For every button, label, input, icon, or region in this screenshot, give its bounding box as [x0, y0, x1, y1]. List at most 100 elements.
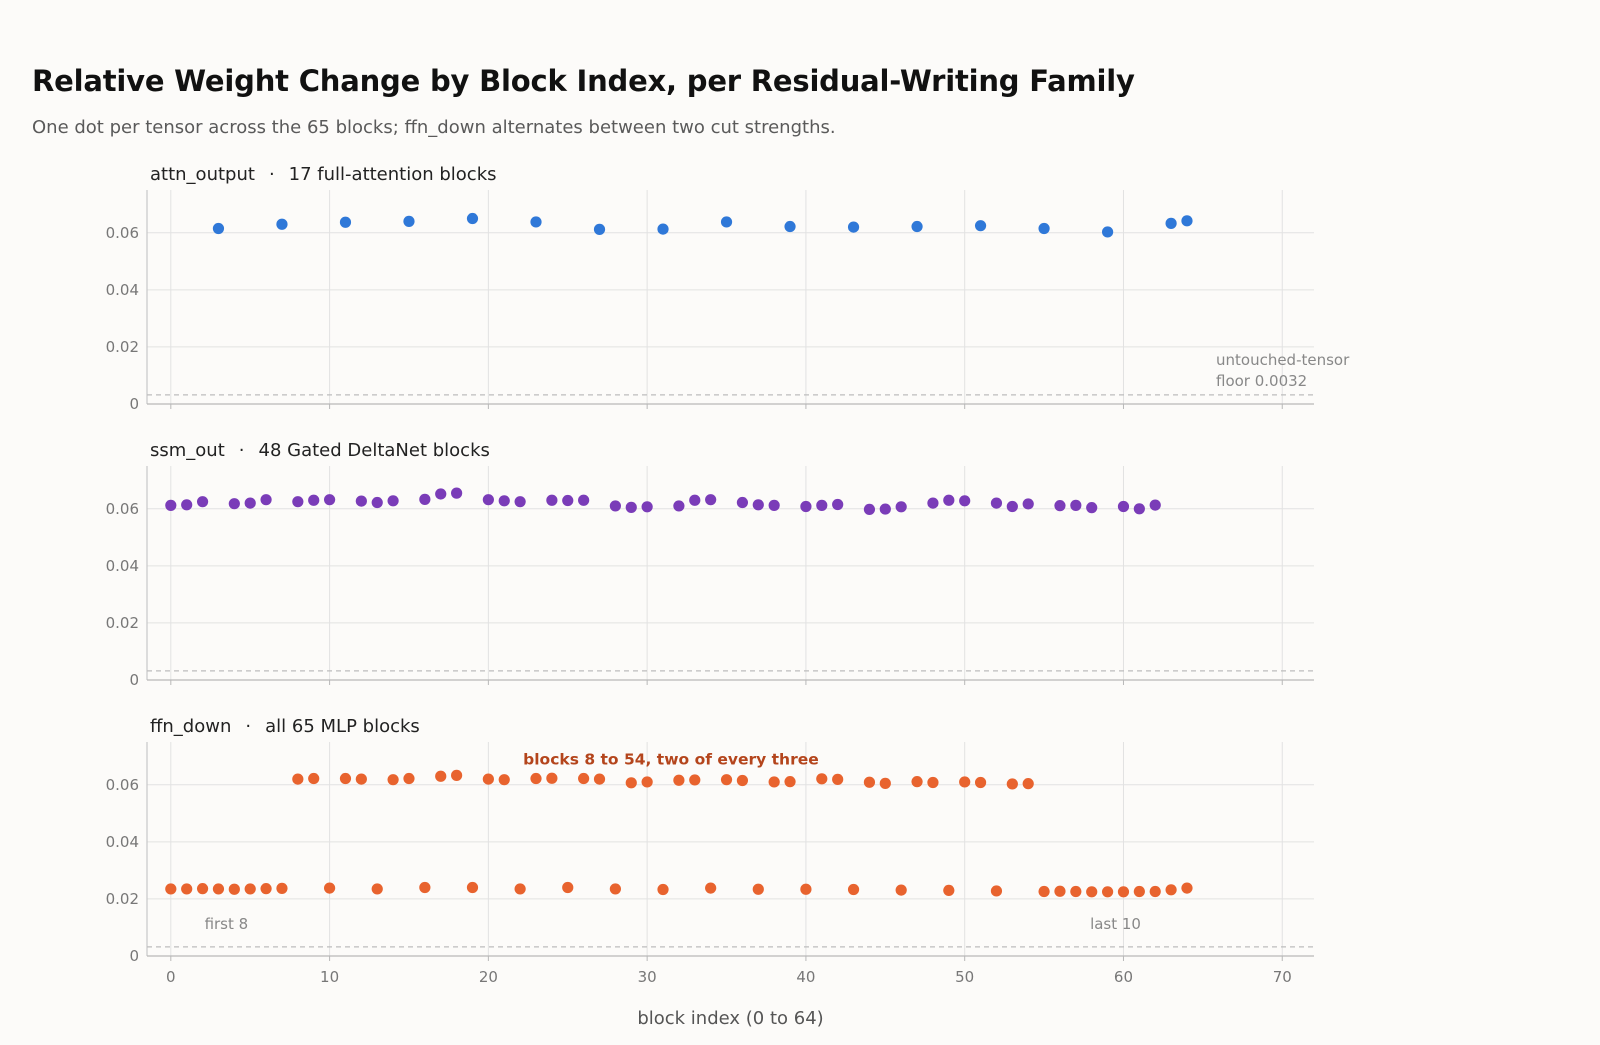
- data-point: [705, 882, 717, 894]
- data-point: [879, 503, 891, 515]
- data-point: [1149, 885, 1161, 898]
- data-point: [847, 221, 860, 233]
- data-point: [720, 216, 733, 228]
- data-point: [228, 883, 240, 895]
- data-point: [974, 220, 987, 232]
- x-tick-label: 60: [1114, 968, 1133, 986]
- data-point: [1149, 499, 1161, 511]
- data-point: [752, 883, 764, 895]
- data-point: [466, 212, 479, 225]
- data-point: [1070, 499, 1082, 511]
- data-point: [927, 497, 939, 509]
- data-point: [562, 881, 574, 894]
- data-point: [1006, 500, 1018, 513]
- data-point: [895, 884, 907, 896]
- data-point: [1022, 498, 1034, 510]
- data-point: [657, 223, 669, 235]
- data-point: [196, 883, 209, 895]
- data-point: [911, 776, 923, 788]
- data-point: [943, 494, 955, 506]
- data-point: [403, 772, 415, 785]
- data-point: [990, 885, 1003, 897]
- y-tick-label: 0.04: [106, 281, 139, 299]
- data-point: [863, 776, 876, 788]
- data-point: [355, 773, 367, 785]
- data-point: [816, 773, 828, 785]
- chart-subtitle: One dot per tensor across the 65 blocks;…: [32, 117, 836, 138]
- x-tick-label: 70: [1273, 968, 1292, 986]
- y-tick-label: 0.02: [106, 614, 139, 632]
- data-point: [593, 223, 606, 235]
- data-point: [800, 500, 812, 513]
- data-point: [593, 773, 606, 785]
- panel-label: attn_output · 17 full-attention blocks: [150, 164, 497, 185]
- data-point: [689, 494, 701, 506]
- data-point: [355, 495, 367, 507]
- data-point: [990, 497, 1003, 509]
- data-point: [323, 494, 336, 506]
- data-point: [1006, 778, 1018, 790]
- data-point: [1022, 778, 1034, 790]
- data-point: [339, 772, 352, 785]
- data-point: [609, 883, 621, 895]
- data-point: [371, 496, 383, 509]
- x-tick-label: 50: [955, 968, 974, 986]
- x-tick-label: 0: [166, 968, 176, 986]
- data-point: [768, 776, 780, 788]
- data-point: [705, 494, 717, 506]
- data-point: [1181, 215, 1193, 227]
- data-point: [641, 501, 653, 513]
- data-point: [943, 884, 955, 896]
- data-point: [435, 770, 447, 782]
- floor-label: floor 0.0032: [1216, 372, 1307, 390]
- data-point: [768, 499, 780, 511]
- x-tick-label: 10: [320, 968, 339, 986]
- data-point: [1054, 885, 1066, 897]
- data-point: [895, 501, 907, 513]
- data-point: [308, 772, 320, 785]
- y-tick-label: 0: [129, 671, 139, 689]
- data-point: [959, 776, 971, 788]
- data-point: [1054, 500, 1066, 512]
- annotation: last 10: [1090, 915, 1141, 933]
- data-point: [784, 220, 796, 233]
- panel-label: ffn_down · all 65 MLP blocks: [150, 716, 420, 737]
- data-point: [276, 882, 288, 894]
- y-tick-label: 0.04: [106, 833, 139, 851]
- data-point: [419, 881, 431, 894]
- floor-label: untouched-tensor: [1216, 351, 1350, 369]
- data-point: [784, 776, 796, 788]
- data-point: [530, 772, 542, 785]
- data-point: [911, 220, 923, 233]
- data-point: [816, 499, 828, 511]
- data-point: [212, 222, 225, 235]
- x-tick-label: 40: [796, 968, 815, 986]
- y-tick-label: 0.06: [106, 224, 139, 242]
- data-point: [228, 498, 240, 510]
- y-tick-label: 0.06: [106, 500, 139, 518]
- data-point: [1165, 217, 1177, 229]
- data-point: [1165, 884, 1177, 896]
- data-point: [260, 883, 272, 895]
- data-point: [530, 216, 542, 228]
- data-point: [1038, 885, 1050, 898]
- data-point: [800, 883, 812, 895]
- chart-title: Relative Weight Change by Block Index, p…: [32, 64, 1135, 98]
- data-point: [419, 493, 431, 505]
- annotation: first 8: [205, 915, 249, 933]
- data-point: [1181, 882, 1193, 894]
- data-point: [609, 500, 621, 512]
- data-point: [514, 496, 526, 508]
- y-tick-label: 0.02: [106, 890, 139, 908]
- data-point: [1133, 885, 1145, 898]
- data-point: [974, 776, 987, 789]
- data-point: [562, 494, 574, 507]
- panel-label: ssm_out · 48 Gated DeltaNet blocks: [150, 440, 490, 461]
- data-point: [403, 215, 415, 227]
- data-point: [339, 216, 352, 228]
- data-point: [435, 488, 447, 500]
- data-point: [847, 883, 860, 896]
- annotation: blocks 8 to 54, two of every three: [523, 750, 819, 768]
- y-tick-label: 0: [129, 947, 139, 965]
